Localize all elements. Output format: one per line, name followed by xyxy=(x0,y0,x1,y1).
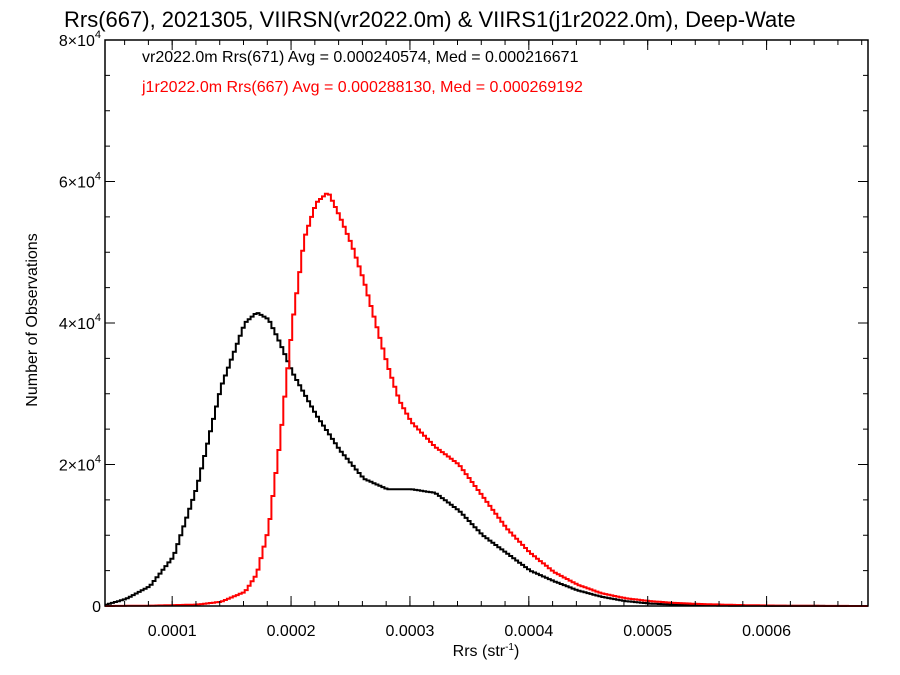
x-axis-label-superscript: -1 xyxy=(505,642,514,653)
x-tick-label: 0.0004 xyxy=(504,623,553,640)
chart-title: Rrs(667), 2021305, VIIRSN(vr2022.0m) & V… xyxy=(64,7,796,32)
series-line-0 xyxy=(105,312,868,607)
x-tick-labels: 0.0001 0.0002 0.0003 0.0004 0.0005 0.0006 xyxy=(148,623,791,640)
series-line-1 xyxy=(105,192,868,607)
plot-frame xyxy=(104,39,869,607)
legend-entry-j1r2022: j1r2022.0m Rrs(667) Avg = 0.000288130, M… xyxy=(141,79,583,96)
x-tick-label: 0.0005 xyxy=(623,623,672,640)
y-tick-label: 6×104 xyxy=(59,171,101,192)
x-tick-label: 0.0002 xyxy=(267,623,316,640)
legend-entry-vr2022: vr2022.0m Rrs(671) Avg = 0.000240574, Me… xyxy=(142,49,579,66)
x-axis-label: Rrs (str-1) xyxy=(453,642,520,660)
x-axis-label-text: Rrs (str xyxy=(453,643,506,660)
series-lines xyxy=(105,192,868,607)
x-tick-label: 0.0003 xyxy=(385,623,434,640)
y-tick-label: 4×104 xyxy=(59,312,101,333)
y-tick-label: 2×104 xyxy=(59,454,101,475)
x-tick-label: 0.0001 xyxy=(148,623,197,640)
axis-ticks xyxy=(105,39,868,607)
x-tick-label: 0.0006 xyxy=(742,623,791,640)
y-axis-label: Number of Observations xyxy=(24,233,41,406)
y-tick-label: 8×104 xyxy=(59,29,101,50)
y-tick-label: 0 xyxy=(92,599,101,616)
y-tick-labels: 0 2×104 4×104 6×104 8×104 xyxy=(59,29,101,616)
x-axis-label-close: ) xyxy=(514,643,519,660)
